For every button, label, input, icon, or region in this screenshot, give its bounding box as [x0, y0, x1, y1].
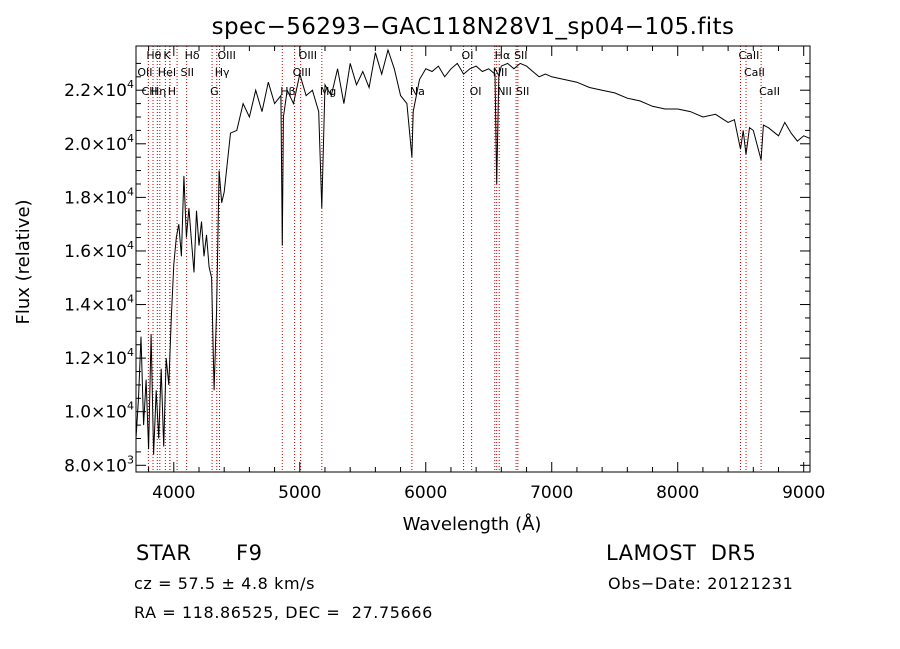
object-subclass: F9 — [236, 541, 263, 565]
line-label: Hθ — [146, 49, 161, 62]
y-tick-exponent: 4 — [127, 293, 134, 306]
x-tick-label: 7000 — [530, 483, 573, 503]
y-axis: 8.0×10 31.0×10 41.2×10 41.4×10 41.6×10 41.8×1… — [64, 62, 810, 476]
y-tick-exponent: 4 — [127, 185, 134, 198]
line-label: Hη — [151, 85, 166, 98]
y-tick-mantissa: 1.4×10 — [64, 296, 127, 316]
y-tick-exponent: 4 — [127, 346, 134, 359]
x-tick-label: 8000 — [656, 483, 699, 503]
x-axis-label: Wavelength (Å) — [403, 513, 542, 535]
y-tick-mantissa: 1.0×10 — [64, 403, 127, 423]
y-tick-mantissa: 2.2×10 — [64, 81, 127, 101]
line-label: NII — [493, 66, 508, 79]
object-class: STAR — [136, 541, 192, 565]
line-label: CaII — [759, 85, 780, 98]
x-tick-label: 5000 — [278, 483, 321, 503]
obs-date: Obs−Date: 20121231 — [608, 574, 794, 593]
line-label: Hβ — [280, 85, 295, 98]
y-tick-label: 1.8×10 4 — [64, 185, 134, 208]
line-label: OIII — [218, 49, 236, 62]
y-tick-label: 1.0×10 4 — [64, 400, 134, 423]
coordinates: RA = 118.86525, DEC = 27.75666 — [134, 603, 433, 622]
line-label: NII — [497, 85, 512, 98]
line-label: CH — [142, 85, 158, 98]
line-label: HeI — [158, 66, 176, 79]
y-tick-exponent: 4 — [127, 239, 134, 252]
line-label: Hα — [495, 49, 511, 62]
y-tick-label: 8.0×10 3 — [64, 453, 134, 476]
line-label: SII — [516, 85, 529, 98]
redshift-readout: cz = 57.5 ± 4.8 km/s — [134, 574, 316, 593]
y-tick-label: 1.6×10 4 — [64, 239, 134, 262]
line-label: OIII — [293, 66, 311, 79]
x-tick-label: 9000 — [782, 483, 825, 503]
y-tick-exponent: 4 — [127, 132, 134, 145]
line-markers — [147, 46, 762, 472]
y-tick-mantissa: 1.8×10 — [64, 188, 127, 208]
line-label: OI — [462, 49, 474, 62]
y-tick-exponent: 4 — [127, 400, 134, 413]
y-tick-label: 2.0×10 4 — [64, 132, 134, 155]
line-label: OI — [470, 85, 482, 98]
line-label: Hδ — [185, 49, 200, 62]
spectrum-series — [135, 48, 811, 455]
line-label: H — [168, 85, 176, 98]
line-label: OIII — [299, 49, 317, 62]
y-tick-mantissa: 1.2×10 — [64, 349, 127, 369]
line-label: Mg — [320, 85, 336, 98]
y-tick-label: 1.2×10 4 — [64, 346, 134, 369]
line-label: CaII — [744, 66, 765, 79]
line-label: SII — [514, 49, 527, 62]
x-tick-label: 6000 — [404, 483, 447, 503]
chart-title: spec−56293−GAC118N28V1_sp04−105.fits — [212, 14, 735, 40]
spectrum-line — [135, 48, 811, 455]
survey-label: LAMOST DR5 — [606, 541, 757, 565]
x-axis: 4000 5000 6000 7000 8000 9000 — [148, 46, 825, 503]
y-tick-label: 2.2×10 4 — [64, 78, 134, 101]
x-tick-label: 4000 — [152, 483, 195, 503]
line-label: Na — [410, 85, 425, 98]
y-tick-exponent: 3 — [127, 453, 134, 466]
line-label: K — [163, 49, 171, 62]
line-label: G — [210, 85, 219, 98]
y-tick-mantissa: 8.0×10 — [64, 456, 127, 476]
plot-frame — [135, 45, 811, 473]
line-label: CaII — [738, 49, 759, 62]
line-label: SII — [180, 66, 193, 79]
line-label: Hγ — [215, 66, 230, 79]
y-tick-mantissa: 2.0×10 — [64, 135, 127, 155]
y-tick-label: 1.4×10 4 — [64, 293, 134, 316]
y-tick-exponent: 4 — [127, 78, 134, 91]
y-tick-mantissa: 1.6×10 — [64, 242, 127, 262]
line-label: OII — [137, 66, 152, 79]
y-axis-label: Flux (relative) — [13, 199, 34, 324]
